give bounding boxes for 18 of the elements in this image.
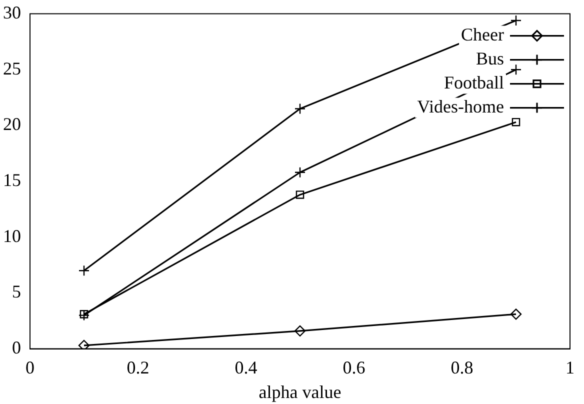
x-tick-label: 0 [26,357,34,378]
x-tick-label: 0.6 [342,357,366,378]
legend-label: Vides-home [417,96,504,117]
y-tick-label: 15 [3,170,21,190]
y-tick-label: 25 [3,58,21,78]
y-tick-label: 30 [3,2,21,23]
y-tick-label: 20 [3,114,21,134]
x-tick-label: 0.4 [234,357,258,378]
legend-label: Bus [476,48,504,69]
x-axis-title: alpha value [258,382,342,402]
x-tick-label: 0.2 [126,357,150,378]
y-tick-label: 10 [3,226,21,246]
y-tick-label: 5 [12,282,21,302]
y-tick-label: 0 [12,338,21,358]
legend-label: Football [444,72,504,93]
x-tick-label: 1 [566,357,574,378]
x-tick-label: 0.8 [450,357,474,378]
legend-label: Cheer [461,24,504,45]
